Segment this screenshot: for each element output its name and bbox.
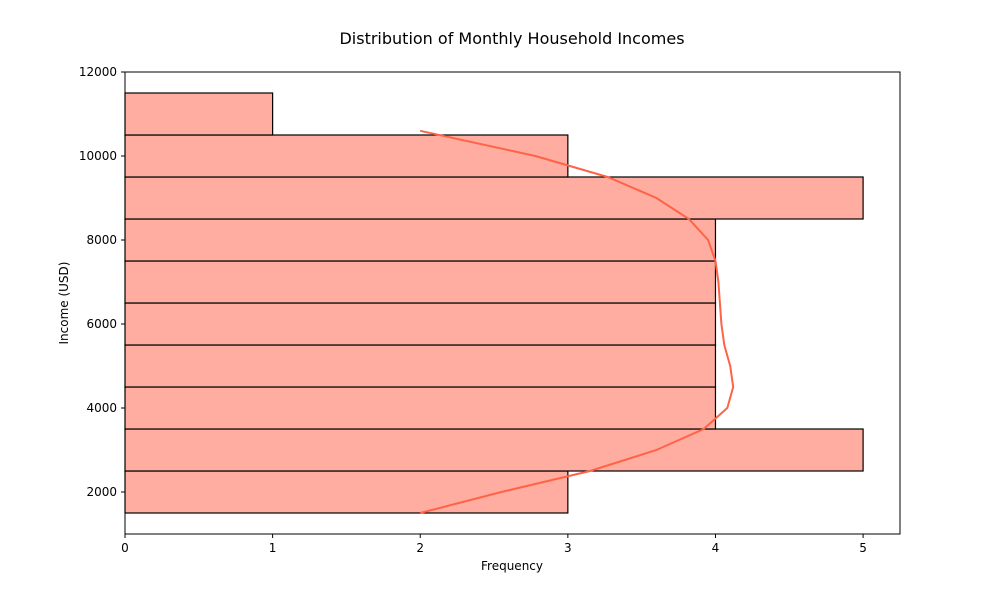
y-axis-ticks: 2000 4000 6000 8000 10000 12000 — [79, 65, 125, 499]
x-tick-label: 3 — [564, 541, 572, 555]
x-tick-label: 4 — [712, 541, 720, 555]
y-tick-label: 2000 — [86, 485, 117, 499]
x-tick-label: 2 — [416, 541, 424, 555]
x-tick-label: 1 — [269, 541, 277, 555]
histogram-bar — [124, 344, 717, 388]
chart-title: Distribution of Monthly Household Income… — [339, 29, 684, 48]
histogram-bar — [124, 176, 864, 220]
kde-curve-layer — [419, 129, 735, 514]
histogram-bar — [124, 260, 717, 304]
histogram-bar — [124, 134, 569, 178]
histogram-bar — [124, 386, 717, 430]
y-tick-label: 4000 — [86, 401, 117, 415]
histogram-bar — [124, 218, 717, 262]
plot-area-frame — [124, 71, 901, 535]
histogram-bar — [124, 428, 864, 472]
histogram-bar — [124, 302, 717, 346]
x-tick-label: 0 — [121, 541, 129, 555]
y-tick-label: 6000 — [86, 317, 117, 331]
y-axis-label: Income (USD) — [57, 262, 71, 345]
histogram-bar — [124, 92, 274, 136]
x-tick-label: 5 — [859, 541, 867, 555]
histogram-bar — [124, 470, 569, 514]
y-tick-label: 12000 — [79, 65, 117, 79]
histogram-bars — [124, 92, 864, 514]
x-axis-label: Frequency — [481, 559, 543, 573]
y-tick-label: 10000 — [79, 149, 117, 163]
y-tick-label: 8000 — [86, 233, 117, 247]
x-axis-ticks: 0 1 2 3 4 5 — [121, 534, 867, 555]
kde-curve-line — [419, 129, 735, 514]
